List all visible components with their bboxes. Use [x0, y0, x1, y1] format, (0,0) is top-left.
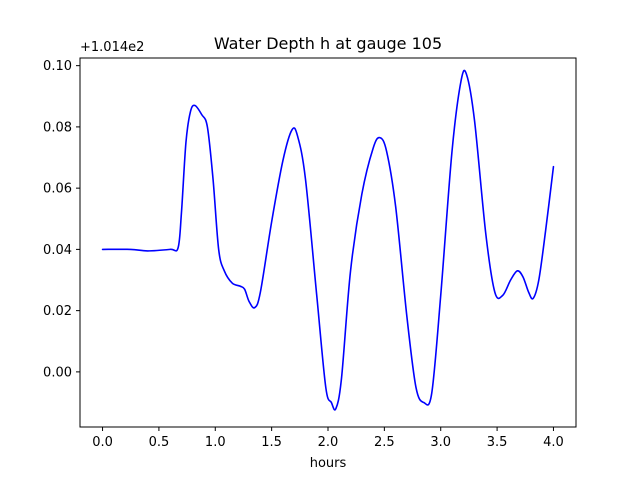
y-tick-label: 0.06 — [43, 182, 72, 197]
y-tick-label: 0.00 — [43, 365, 72, 380]
y-tick-label: 0.02 — [43, 304, 72, 319]
x-tick-label: 0.0 — [92, 435, 113, 450]
x-tick-label: 1.0 — [205, 435, 226, 450]
y-tick-label: 0.04 — [43, 243, 72, 258]
x-tick-label: 2.5 — [374, 435, 395, 450]
x-tick-label: 4.0 — [543, 435, 564, 450]
x-tick-label: 1.5 — [261, 435, 282, 450]
y-axis-offset-label: +1.014e2 — [80, 40, 144, 55]
series-line-0 — [101, 69, 555, 411]
x-axis-label: hours — [310, 456, 347, 471]
x-tick-label: 0.5 — [149, 435, 170, 450]
x-tick-label: 2.0 — [318, 435, 339, 450]
y-tick-label: 0.08 — [43, 120, 72, 135]
x-tick-label: 3.5 — [487, 435, 508, 450]
x-tick-label: 3.0 — [430, 435, 451, 450]
chart-title: Water Depth h at gauge 105 — [214, 34, 442, 53]
y-tick-label: 0.10 — [43, 59, 72, 74]
